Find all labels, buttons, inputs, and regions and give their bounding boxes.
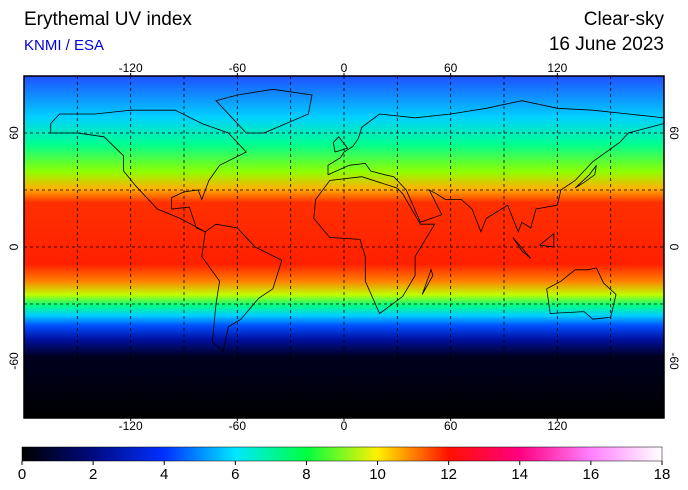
colorbar <box>21 446 663 462</box>
coastline <box>574 165 597 189</box>
title: Erythemal UV index <box>24 9 192 30</box>
colorbar-tick-label: 12 <box>440 466 457 483</box>
subtitle: KNMI / ESA <box>24 37 104 54</box>
lon-tick-label: 120 <box>547 61 567 75</box>
date: 16 June 2023 <box>549 34 664 55</box>
coastline <box>215 88 313 134</box>
lat-tick-label: 0 <box>7 243 21 250</box>
coastline <box>201 223 283 353</box>
lat-tick-label: -60 <box>7 352 21 370</box>
mode: Clear-sky <box>584 9 665 30</box>
coastline <box>546 267 617 320</box>
lon-tick-label: -60 <box>229 61 247 75</box>
lon-tick-label: 60 <box>444 419 458 433</box>
lon-tick-label: 0 <box>341 419 348 433</box>
colorbar-tick-label: 0 <box>18 466 26 483</box>
lon-tick-label: -60 <box>229 419 247 433</box>
lat-tick-label: 60 <box>667 126 681 140</box>
colorbar-tick-label: 6 <box>231 466 239 483</box>
colorbar-tick-label: 4 <box>160 466 168 483</box>
coastline <box>421 268 434 295</box>
lon-tick-label: 120 <box>547 419 567 433</box>
coastline <box>512 237 532 259</box>
lat-tick-label: -60 <box>667 352 681 370</box>
lat-tick-label: 0 <box>667 244 681 251</box>
coastline <box>313 176 436 315</box>
lon-tick-label: -120 <box>119 419 143 433</box>
graticule <box>24 76 664 418</box>
coastline <box>327 100 665 233</box>
colorbar-tick-label: 16 <box>583 466 600 483</box>
colorbar-tick-label: 18 <box>654 466 671 483</box>
colorbar-tick-label: 8 <box>302 466 310 483</box>
lon-tick-label: 0 <box>341 61 348 75</box>
lat-tick-label: 60 <box>7 126 21 140</box>
colorbar-tick-label: 2 <box>89 466 97 483</box>
coastlines <box>50 88 665 353</box>
coastline <box>539 232 555 248</box>
colorbar-tick-label: 14 <box>511 466 528 483</box>
lon-tick-label: -120 <box>119 61 143 75</box>
colorbar-tick-label: 10 <box>369 466 386 483</box>
coastline <box>332 136 349 153</box>
lon-tick-label: 60 <box>444 61 458 75</box>
